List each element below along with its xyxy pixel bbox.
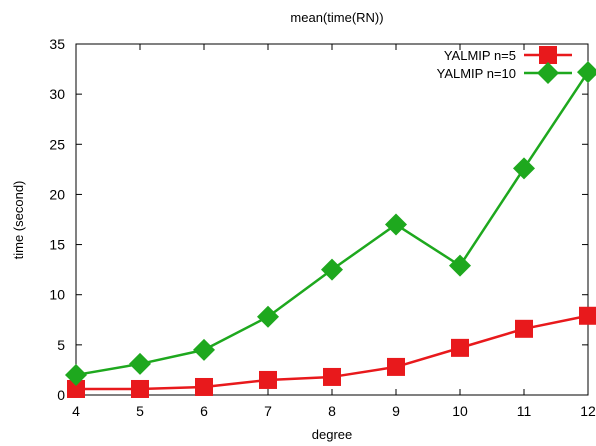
x-axis-label: degree — [312, 427, 352, 442]
x-tick-label: 11 — [517, 403, 532, 419]
y-tick-label: 0 — [57, 387, 65, 403]
data-point — [387, 357, 405, 376]
data-point — [195, 377, 213, 396]
series-layer — [65, 61, 596, 398]
y-tick-label: 35 — [49, 36, 65, 52]
plot-frame — [75, 43, 589, 396]
legend-entry: YALMIP n=10 — [437, 62, 572, 84]
axis-ticks — [75, 43, 589, 396]
x-tick-label: 5 — [136, 403, 144, 419]
legend-label: YALMIP n=10 — [437, 66, 516, 81]
data-point — [259, 370, 277, 389]
data-point — [449, 254, 471, 277]
y-tick-label: 25 — [49, 136, 65, 152]
data-point — [193, 338, 215, 361]
y-tick-label: 20 — [49, 186, 65, 202]
y-tick-label: 10 — [49, 287, 65, 303]
data-point — [129, 352, 151, 375]
data-point — [451, 338, 469, 357]
x-tick-label: 4 — [72, 403, 80, 419]
y-axis-label: time (second) — [11, 181, 26, 260]
data-point — [515, 319, 533, 338]
data-point — [67, 379, 85, 398]
x-tick-label: 8 — [328, 403, 336, 419]
x-tick-label: 9 — [392, 403, 400, 419]
x-tick-label: 10 — [452, 403, 468, 419]
data-point — [579, 306, 596, 325]
axis-tick-labels: 4 5 6 7 8 9 10 11 12 0 5 10 15 20 25 30 35 — [49, 36, 596, 419]
data-point — [321, 258, 343, 281]
chart-title: mean(time(RN)) — [290, 10, 383, 25]
legend-label: YALMIP n=5 — [444, 48, 516, 63]
x-tick-label: 7 — [264, 403, 272, 419]
x-tick-label: 12 — [580, 403, 596, 419]
y-tick-label: 5 — [57, 337, 65, 353]
series-line — [75, 71, 590, 377]
legend: YALMIP n=5 YALMIP n=10 — [437, 46, 572, 84]
x-tick-label: 6 — [200, 403, 208, 419]
series-2 — [65, 61, 596, 386]
data-point — [257, 305, 279, 328]
data-point — [577, 61, 596, 84]
data-point — [513, 157, 535, 180]
y-tick-label: 30 — [49, 86, 65, 102]
series-1 — [67, 306, 596, 398]
y-tick-label: 15 — [49, 237, 65, 253]
data-point — [385, 213, 407, 236]
data-point — [323, 367, 341, 386]
legend-entry: YALMIP n=5 — [444, 46, 572, 64]
data-point — [131, 379, 149, 398]
data-point — [65, 363, 87, 386]
legend-swatch-marker — [537, 62, 559, 84]
legend-swatch-marker — [539, 46, 557, 64]
